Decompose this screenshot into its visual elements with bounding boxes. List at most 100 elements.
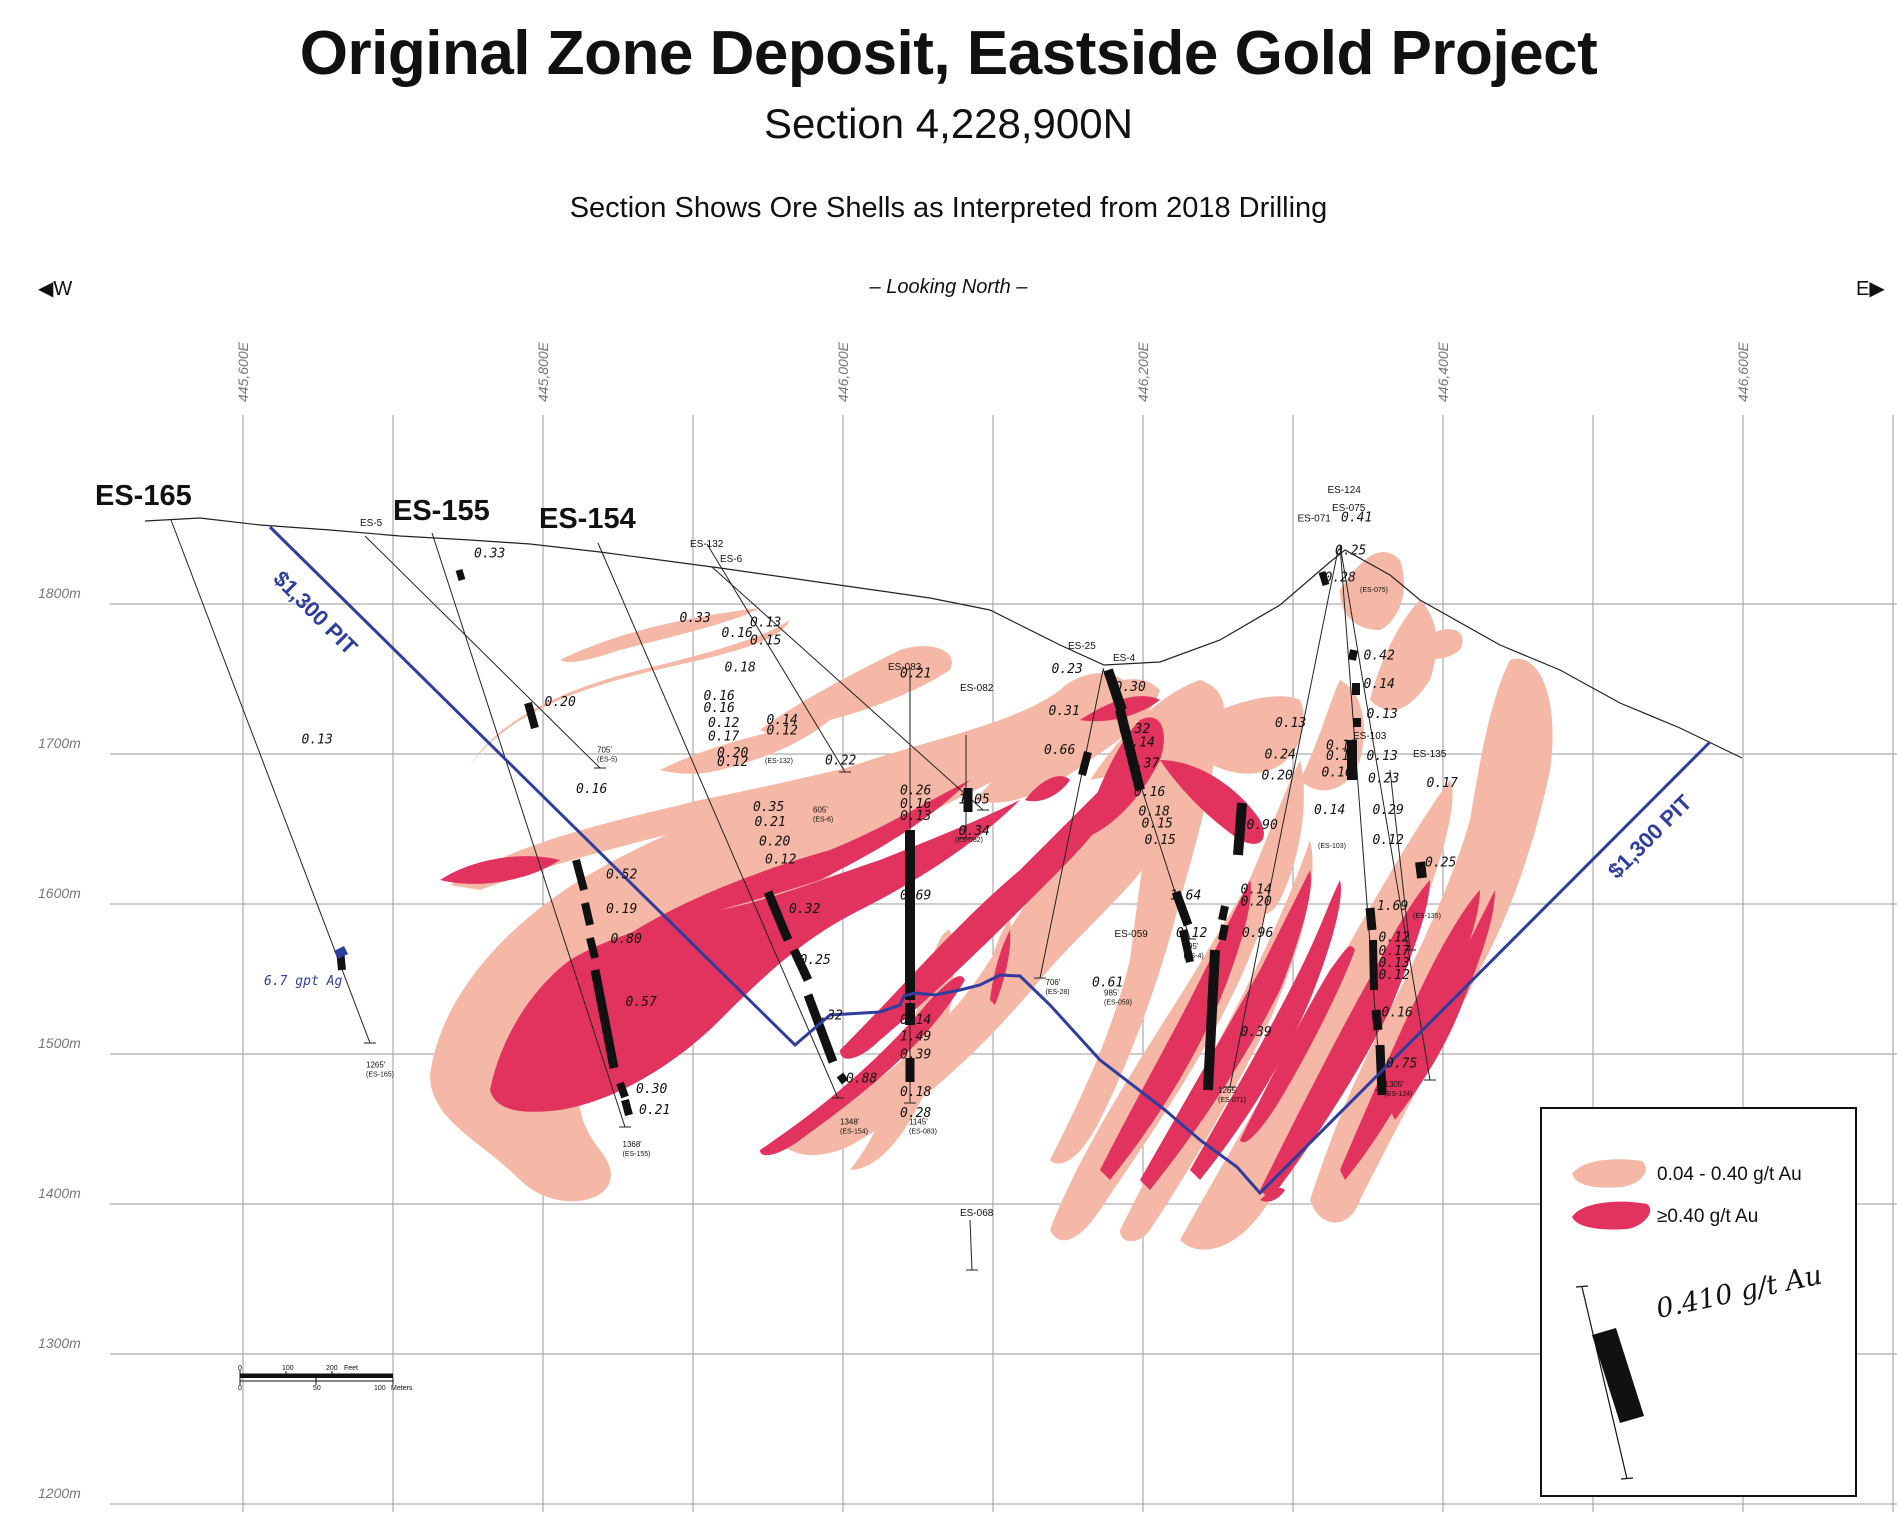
drill-hole-trace — [1339, 544, 1382, 1091]
hole-depth-label: 605' — [813, 806, 828, 815]
grade-label: 0.61 — [1092, 976, 1123, 991]
hole-name-label: ES-082 — [960, 683, 994, 694]
grade-label: 0.22 — [825, 754, 856, 769]
hole-name-label: ES-103 — [1353, 731, 1387, 742]
grade-label: 0.42 — [1364, 649, 1395, 664]
assay-interval — [789, 948, 813, 982]
grade-label: 0.14 — [1314, 803, 1345, 818]
elevation-label: 1300m — [38, 1335, 81, 1351]
grade-label: 0.28 — [900, 1106, 931, 1121]
grade-label: 0.15 — [1142, 817, 1173, 832]
drill-hole-trace — [706, 543, 846, 773]
grade-label: 0.12 — [1379, 931, 1410, 946]
grade-label: 0.12 — [708, 716, 739, 731]
grade-label: 0.18 — [1139, 805, 1170, 820]
west-indicator: ◀W — [38, 278, 73, 300]
grade-label: 0.35 — [753, 800, 784, 815]
low-grade-shell — [760, 646, 952, 735]
drill-hole-trace — [711, 566, 984, 811]
grade-label: 0.17 — [1427, 776, 1458, 791]
grade-label: 0.14 — [1364, 677, 1395, 692]
grade-label: 0.28 — [1325, 571, 1356, 586]
low-grade-shell — [780, 756, 1183, 1155]
hole-name-label: ES-083 — [888, 662, 922, 673]
scale-meter-unit: Meters — [391, 1385, 413, 1392]
hole-name-label: ES-071 — [1298, 514, 1332, 525]
grade-label: 0.16 — [900, 797, 931, 812]
hole-depth-label: 1368' — [623, 1140, 643, 1149]
drill-hole-trace — [1389, 769, 1411, 951]
hole-depth-hole-label: (ES-059) — [1104, 1000, 1132, 1007]
grade-label: 1.64 — [1170, 889, 1201, 904]
hole-depth-label: 705' — [597, 746, 612, 755]
hole-depth-label: 1145' — [909, 1118, 928, 1127]
high-grade-shell — [990, 930, 1011, 1005]
hole-depth-label: 1265' — [1218, 1086, 1238, 1095]
hole-name-label: ES-059 — [1115, 929, 1149, 940]
grade-label: 1.49 — [900, 1030, 931, 1045]
hole-name-label-large: ES-165 — [95, 480, 192, 512]
legend-low-label: 0.04 - 0.40 g/t Au — [1657, 1164, 1802, 1185]
assay-interval — [1179, 929, 1194, 963]
hole-depth-hole-label: (ES-071) — [1218, 1097, 1246, 1104]
assay-interval — [572, 858, 588, 892]
section-caption: Section Shows Ore Shells as Interpreted … — [569, 192, 1328, 224]
assay-interval — [1218, 905, 1229, 921]
grade-label: 0.13 — [1367, 707, 1398, 722]
grade-label: 0.20 — [717, 746, 748, 761]
legend-sample-hole-icon — [1581, 1286, 1628, 1480]
hole-reference-label: (ES-132) — [765, 758, 793, 765]
hole-depth-hole-label: (ES-4) — [1184, 953, 1204, 960]
grade-label: 0.33 — [474, 547, 505, 562]
hole-depth-hole-label: (ES-083) — [909, 1129, 937, 1136]
hole-name-label: ES-4 — [1113, 653, 1136, 664]
hole-depth-label: 1305' — [1385, 1080, 1405, 1089]
low-grade-shell — [1050, 692, 1220, 1164]
low-grade-shell — [980, 920, 1012, 1010]
grade-label: 0.21 — [639, 1103, 670, 1118]
grade-label: 0.12 — [765, 853, 796, 868]
elevation-label: 1200m — [38, 1485, 81, 1501]
grade-label: 0.13 — [900, 809, 931, 824]
assay-interval — [1103, 668, 1127, 712]
assay-interval — [1203, 949, 1220, 1091]
assay-interval — [1371, 1009, 1383, 1031]
low-grade-shell — [660, 720, 830, 774]
grade-label: 0.12 — [1379, 968, 1410, 983]
assay-interval — [1369, 939, 1378, 991]
grade-label: 0.16 — [1322, 766, 1353, 781]
grade-label: 0.20 — [1241, 895, 1272, 910]
grade-label: 0.90 — [1247, 818, 1278, 833]
grade-label: 0.30 — [1115, 680, 1146, 695]
grade-label: 0.69 — [900, 889, 931, 904]
high-grade-shell — [1025, 776, 1070, 802]
hole-name-label: ES-6 — [720, 554, 743, 565]
drill-hole-trace — [1039, 669, 1104, 979]
legend-sample-interval-icon — [1592, 1328, 1644, 1423]
assay-interval — [1318, 570, 1330, 587]
assay-interval — [524, 701, 539, 730]
grade-label: 0.41 — [1341, 511, 1372, 526]
grade-label: 0.16 — [1134, 785, 1165, 800]
looking-north-label: – Looking North – — [869, 276, 1028, 298]
grade-label: 0.14 — [767, 713, 798, 728]
assay-interval — [1233, 802, 1247, 856]
easting-label: 446,000E — [835, 341, 851, 402]
grade-label: 0.23 — [1368, 772, 1399, 787]
grade-label: 0.13 — [302, 733, 333, 748]
hole-depth-hole-label: (ES-5) — [597, 757, 617, 764]
topography — [144, 517, 1743, 759]
low-grade-shell — [450, 740, 960, 890]
hole-name-label: ES-132 — [690, 539, 724, 550]
hole-name-label: ES-075 — [1332, 503, 1366, 514]
grade-label: 0.21 — [755, 815, 786, 830]
grade-label: 0.14 — [1241, 883, 1272, 898]
easting-label: 446,400E — [1435, 341, 1451, 402]
easting-label: 445,600E — [235, 341, 251, 402]
section-subtitle: Section 4,228,900N — [764, 100, 1133, 147]
low-grade-shell — [1180, 696, 1304, 774]
grade-label: 0.21 — [900, 667, 931, 682]
grade-label: 0.20 — [759, 835, 790, 850]
assay-interval — [763, 890, 793, 942]
